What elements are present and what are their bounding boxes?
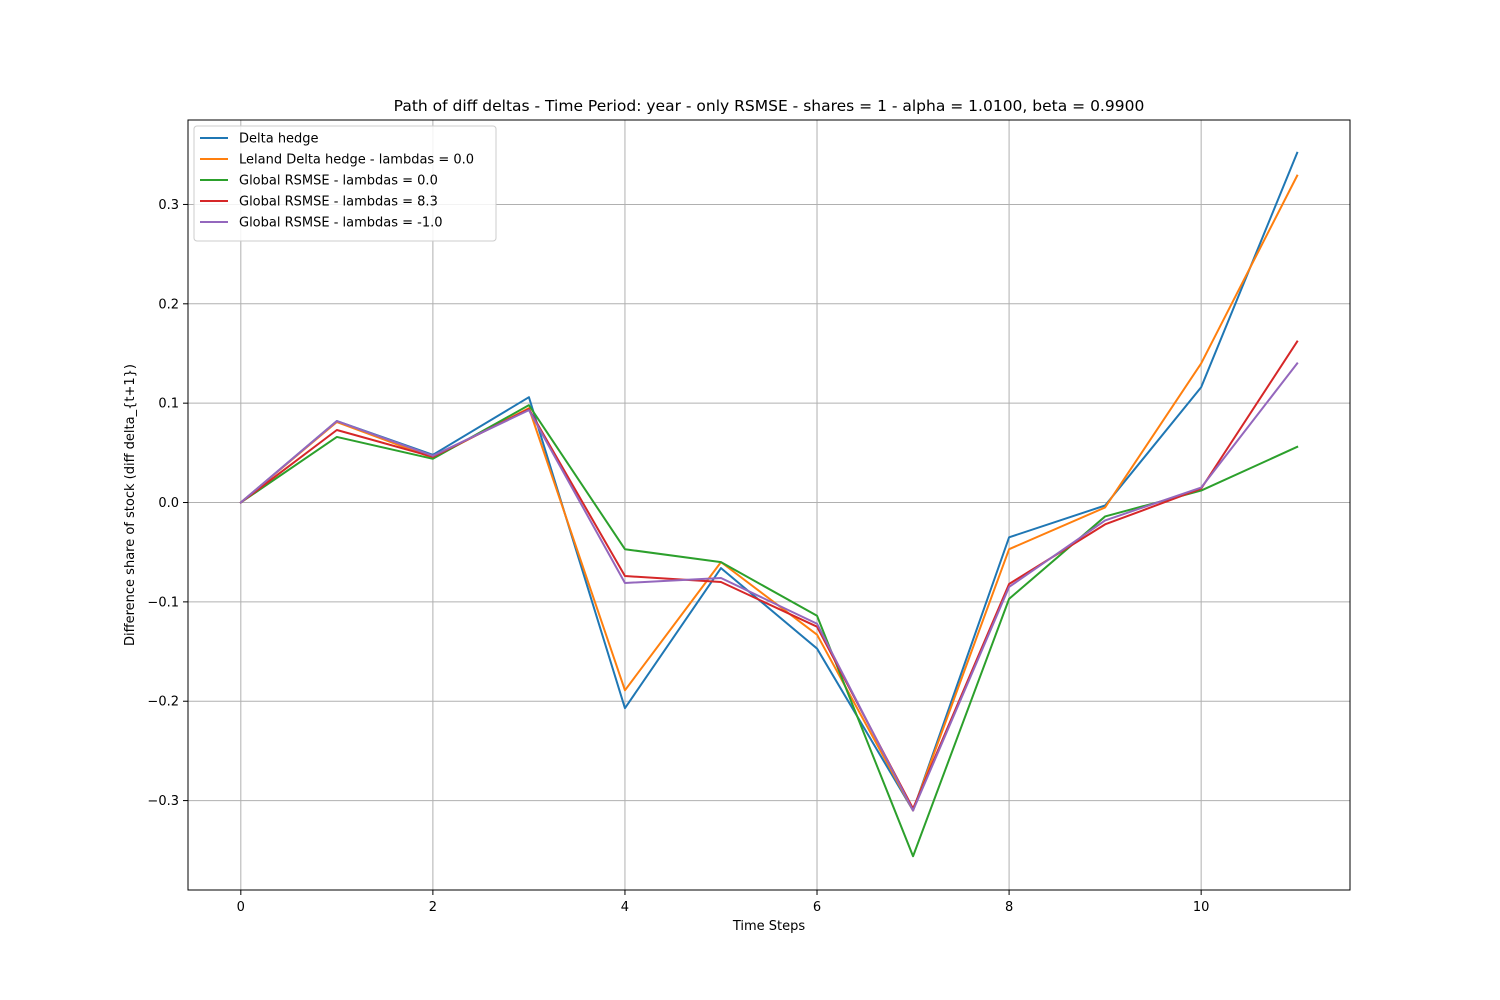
y-tick-label: 0.1 (158, 397, 179, 412)
y-axis-title: Difference share of stock (diff delta_{t… (123, 364, 138, 646)
legend-label: Leland Delta hedge - lambdas = 0.0 (239, 153, 474, 168)
x-tick-label: 8 (1005, 900, 1013, 915)
x-axis-title: Time Steps (732, 919, 806, 934)
legend: Delta hedge Leland Delta hedge - lambdas … (193, 125, 497, 242)
legend-label: Global RSMSE - lambdas = 0.0 (239, 174, 438, 189)
series-line-4 (239, 340, 1299, 810)
legend-label: Global RSMSE - lambdas = 8.3 (239, 195, 438, 210)
series-lines (239, 151, 1299, 858)
x-tick-label: 2 (429, 900, 437, 915)
y-tick-label: −0.3 (147, 794, 179, 809)
axis-ticks: 0 2 4 6 8 10 −0.3 −0.2 −0.1 0.0 0.1 0.2 0.3 (147, 198, 1209, 915)
legend-label: Global RSMSE - lambdas = -1.0 (239, 216, 443, 231)
y-tick-label: −0.1 (147, 595, 179, 610)
x-tick-label: 10 (1193, 900, 1210, 915)
x-tick-label: 6 (813, 900, 821, 915)
y-tick-label: 0.2 (158, 297, 179, 312)
legend-box (193, 125, 497, 242)
x-tick-label: 4 (621, 900, 629, 915)
y-tick-label: −0.2 (147, 695, 179, 710)
x-tick-label: 0 (237, 900, 245, 915)
y-tick-label: 0.0 (158, 496, 179, 511)
plot-frame (187, 119, 1351, 891)
series-line-5 (239, 362, 1299, 812)
y-tick-label: 0.3 (158, 198, 179, 213)
legend-label: Delta hedge (239, 132, 319, 147)
chart-title: Path of diff deltas - Time Period: year … (394, 97, 1145, 115)
series-line-3 (239, 404, 1299, 858)
